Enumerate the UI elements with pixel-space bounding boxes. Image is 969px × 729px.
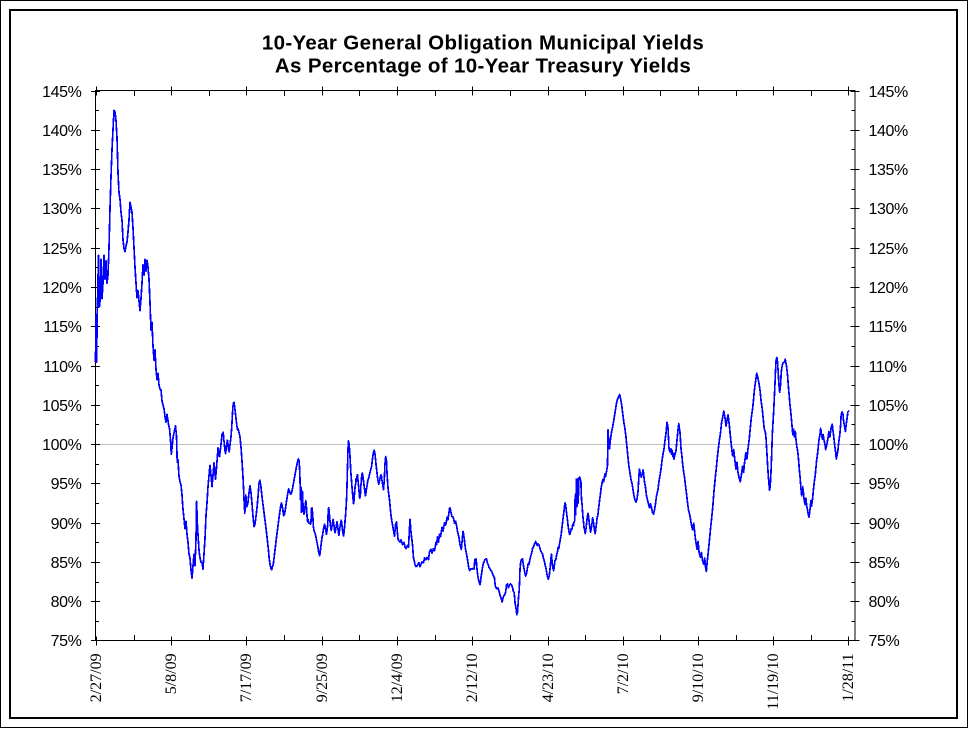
svg-text:As Percentage of 10-Year Treas: As Percentage of 10-Year Treasury Yields	[275, 55, 691, 78]
svg-text:115%: 115%	[43, 319, 81, 336]
svg-text:80%: 80%	[51, 594, 82, 611]
svg-text:1/28/11: 1/28/11	[840, 653, 857, 701]
svg-text:9/10/10: 9/10/10	[690, 653, 707, 702]
svg-text:95%: 95%	[869, 476, 900, 493]
svg-text:7/17/09: 7/17/09	[238, 653, 255, 702]
svg-text:95%: 95%	[51, 476, 82, 493]
svg-text:11/19/10: 11/19/10	[765, 653, 782, 709]
svg-text:100%: 100%	[869, 437, 908, 454]
svg-text:105%: 105%	[869, 398, 908, 415]
svg-text:140%: 140%	[42, 123, 81, 140]
svg-text:12/4/09: 12/4/09	[389, 653, 406, 702]
svg-text:100%: 100%	[42, 437, 81, 454]
svg-text:130%: 130%	[869, 201, 908, 218]
svg-text:90%: 90%	[51, 516, 82, 533]
svg-text:2/12/10: 2/12/10	[464, 653, 481, 702]
svg-text:80%: 80%	[869, 594, 900, 611]
svg-text:115%: 115%	[869, 319, 907, 336]
svg-text:110%: 110%	[43, 359, 81, 376]
svg-text:75%: 75%	[51, 633, 82, 650]
svg-text:125%: 125%	[869, 241, 908, 258]
svg-text:90%: 90%	[869, 516, 900, 533]
svg-text:7/2/10: 7/2/10	[615, 653, 632, 694]
svg-text:145%: 145%	[42, 84, 81, 101]
svg-text:145%: 145%	[869, 84, 908, 101]
svg-text:120%: 120%	[42, 280, 81, 297]
svg-text:110%: 110%	[869, 359, 907, 376]
svg-text:125%: 125%	[42, 241, 81, 258]
svg-text:85%: 85%	[869, 555, 900, 572]
svg-text:130%: 130%	[42, 201, 81, 218]
svg-text:10-Year General Obligation Mun: 10-Year General Obligation Municipal Yie…	[262, 31, 704, 54]
svg-text:135%: 135%	[42, 162, 81, 179]
svg-text:9/25/09: 9/25/09	[314, 653, 331, 702]
svg-text:120%: 120%	[869, 280, 908, 297]
svg-text:140%: 140%	[869, 123, 908, 140]
svg-text:2/27/09: 2/27/09	[88, 653, 105, 702]
svg-text:5/8/09: 5/8/09	[163, 653, 180, 694]
svg-text:75%: 75%	[869, 633, 900, 650]
svg-text:105%: 105%	[42, 398, 81, 415]
svg-text:135%: 135%	[869, 162, 908, 179]
svg-text:85%: 85%	[51, 555, 82, 572]
svg-text:4/23/10: 4/23/10	[540, 653, 557, 702]
